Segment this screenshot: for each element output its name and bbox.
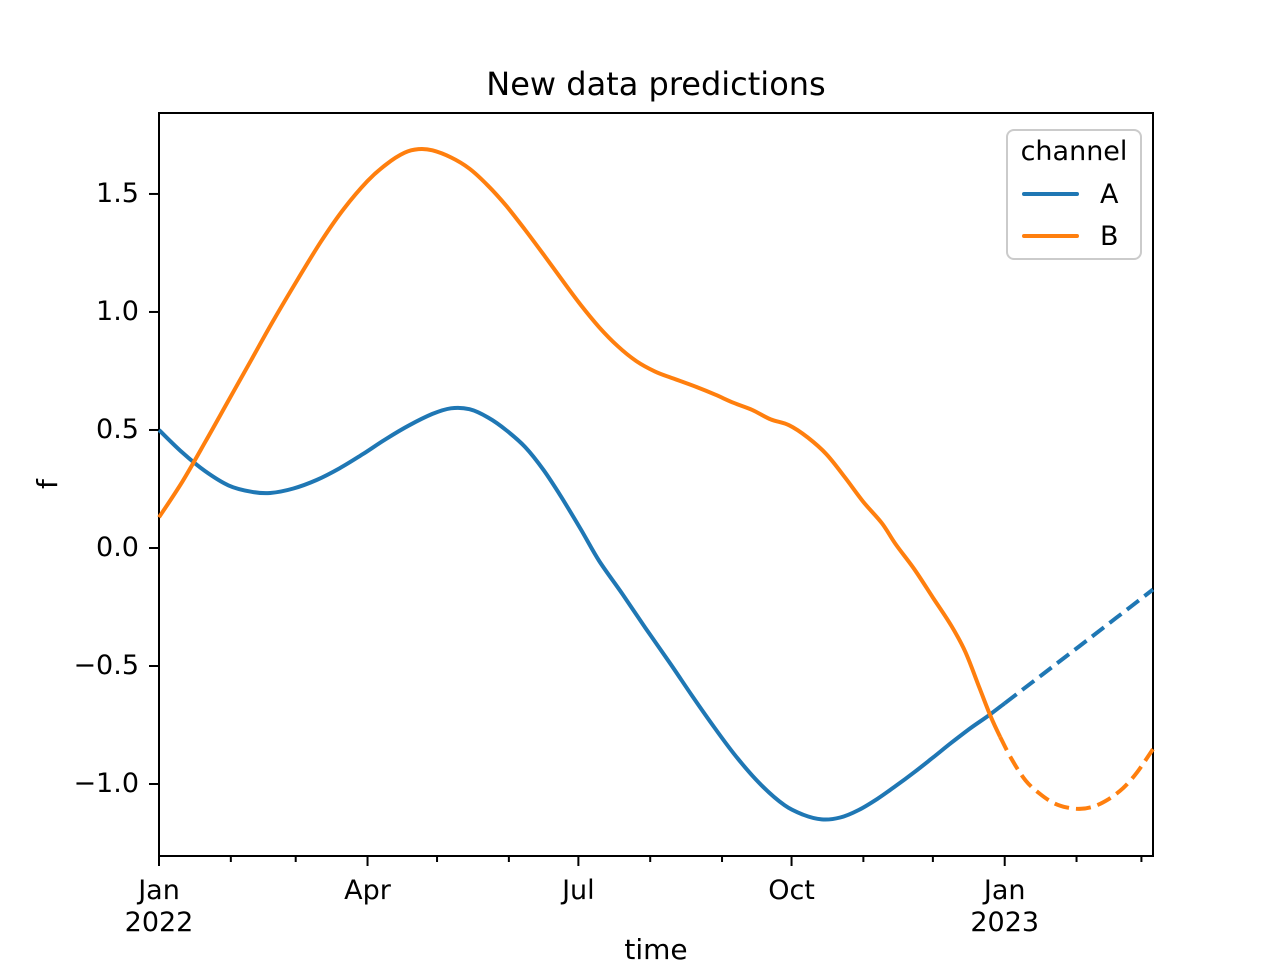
x-tick-label: Jul xyxy=(562,875,595,906)
y-tick-label: 0.0 xyxy=(96,531,139,563)
legend-line-swatch-a xyxy=(1022,192,1079,196)
y-tick-label: 0.5 xyxy=(96,413,139,445)
legend-label-b: B xyxy=(1100,220,1119,252)
legend-line-swatch-b xyxy=(1022,234,1079,238)
y-axis-label: f xyxy=(31,479,64,489)
y-tick-label: −0.5 xyxy=(73,650,139,681)
x-axis-label: time xyxy=(624,933,688,960)
y-tick-label: 1.5 xyxy=(96,177,139,209)
y-tick-label: −1.0 xyxy=(73,768,139,799)
legend-item-channel-b: B xyxy=(1022,220,1119,252)
legend-label-a: A xyxy=(1100,178,1119,210)
legend: channel A B xyxy=(1006,129,1142,260)
series-A-dashed-line xyxy=(1003,587,1155,705)
x-tick-label: Oct xyxy=(768,875,815,906)
chart-title: New data predictions xyxy=(486,65,826,103)
y-tick-label: 1.0 xyxy=(96,295,139,327)
legend-title: channel xyxy=(1020,136,1128,167)
legend-item-channel-a: A xyxy=(1022,178,1119,210)
x-tick-label: Jan 2023 xyxy=(970,875,1040,938)
x-tick-label: Jan 2022 xyxy=(124,875,194,938)
series-B-dashed-line xyxy=(998,735,1155,811)
series-B-solid-line xyxy=(157,146,1002,738)
series-A-solid-line xyxy=(157,405,1006,822)
plot-border xyxy=(158,112,1154,857)
x-tick-label: Apr xyxy=(344,875,391,906)
